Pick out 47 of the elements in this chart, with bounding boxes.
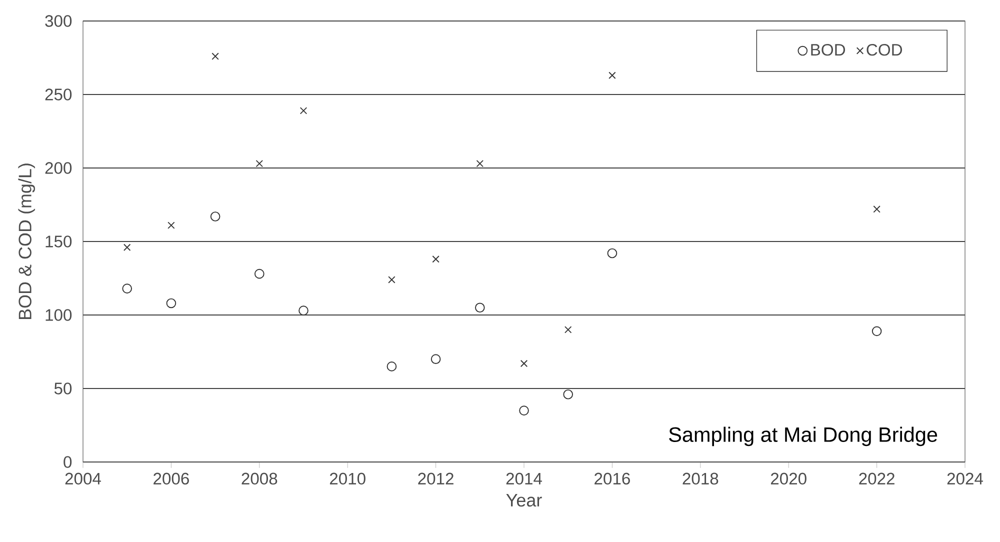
y-axis-title: BOD & COD (mg/L) [18,164,35,319]
point [430,354,441,364]
x-tick-label: 2004 [65,472,101,485]
x-tick-label: 2018 [682,472,718,485]
point [122,284,132,294]
point [432,256,440,263]
y-tick-label: 100 [46,309,72,321]
point [474,302,485,313]
y-tick-label: 300 [45,15,72,27]
point [564,326,572,334]
point [386,362,397,372]
point [212,52,219,60]
point [563,389,574,400]
x-tick-label: 2020 [770,472,806,485]
point [388,276,396,284]
x-tick-label: 2016 [594,472,630,485]
point [519,406,529,416]
y-tick-label: 250 [45,88,72,100]
point [300,107,308,114]
x-tick-label: 2014 [506,472,542,485]
y-tick-label: 150 [46,236,72,248]
x-tick-label: 2022 [859,472,894,485]
x-tick-label: 2024 [947,472,983,485]
point [168,222,175,229]
point [608,72,616,79]
y-tick-label: 50 [54,382,72,394]
legend-label: COD [866,44,902,56]
point [476,160,484,168]
x-tick-label: 2008 [242,472,278,485]
point [298,306,308,316]
legend-label: BOD [811,44,846,56]
point [607,248,618,258]
annotation: Sampling at Mai Dong Bridge [669,426,938,446]
x-tick-label: 2010 [330,472,366,485]
y-tick-label: 0 [64,456,72,468]
point [872,326,882,336]
point [873,206,880,213]
x-axis-title: Year [506,494,542,507]
point [520,360,528,368]
x-tick-label: 2012 [418,472,454,485]
point [166,298,176,308]
point [256,160,264,168]
point [123,244,131,251]
point [210,212,220,222]
x-tick-label: 2006 [154,472,189,485]
point [254,268,264,279]
y-tick-label: 200 [45,162,72,174]
